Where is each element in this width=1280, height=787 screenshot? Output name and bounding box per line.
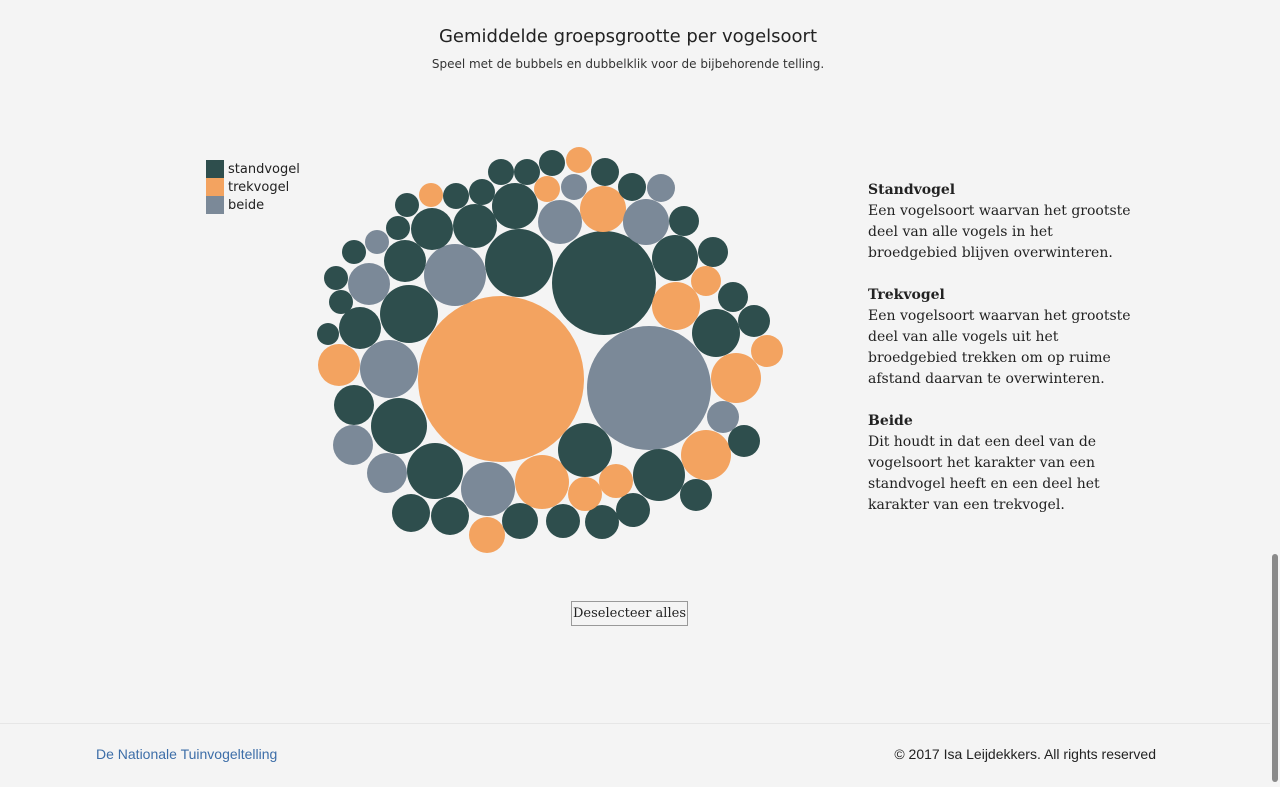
bubble-standvogel[interactable]: [384, 240, 426, 282]
legend-label: trekvogel: [228, 179, 290, 195]
bubble-standvogel[interactable]: [514, 159, 540, 185]
legend-item-standvogel: standvogel: [206, 160, 300, 178]
bubble-standvogel[interactable]: [317, 323, 339, 345]
legend-swatch-trekvogel: [206, 178, 224, 196]
bubble-trekvogel[interactable]: [566, 147, 592, 173]
bubble-standvogel[interactable]: [558, 423, 612, 477]
bubble-standvogel[interactable]: [485, 229, 553, 297]
legend-swatch-beide: [206, 196, 224, 214]
footer-link-tuinvogeltelling[interactable]: De Nationale Tuinvogeltelling: [96, 746, 278, 762]
scrollbar[interactable]: [1270, 0, 1280, 787]
bubble-standvogel[interactable]: [591, 158, 619, 186]
bubble-beide[interactable]: [424, 244, 486, 306]
footer-divider: [0, 723, 1270, 724]
bubble-trekvogel[interactable]: [652, 282, 700, 330]
info-heading: Standvogel: [868, 182, 956, 198]
bubble-trekvogel[interactable]: [691, 266, 721, 296]
bubble-trekvogel[interactable]: [534, 176, 560, 202]
bubble-standvogel[interactable]: [692, 309, 740, 357]
legend: standvogel trekvogel beide: [206, 160, 300, 214]
footer-copyright: © 2017 Isa Leijdekkers. All rights reser…: [894, 746, 1156, 762]
bubble-beide[interactable]: [707, 401, 739, 433]
scrollbar-thumb[interactable]: [1272, 554, 1278, 782]
bubble-beide[interactable]: [561, 174, 587, 200]
bubble-beide[interactable]: [348, 263, 390, 305]
bubble-beide[interactable]: [333, 425, 373, 465]
info-panel: Standvogel Een vogelsoort waarvan het gr…: [868, 180, 1138, 537]
info-block-trekvogel: Trekvogel Een vogelsoort waarvan het gro…: [868, 285, 1138, 390]
bubble-standvogel[interactable]: [411, 208, 453, 250]
bubble-standvogel[interactable]: [392, 494, 430, 532]
bubble-standvogel[interactable]: [371, 398, 427, 454]
legend-label: beide: [228, 197, 265, 213]
bubble-trekvogel[interactable]: [580, 186, 626, 232]
bubble-standvogel[interactable]: [380, 285, 438, 343]
bubble-trekvogel[interactable]: [318, 344, 360, 386]
deselect-all-button[interactable]: Deselecteer alles: [571, 601, 688, 626]
bubble-standvogel[interactable]: [728, 425, 760, 457]
bubble-standvogel[interactable]: [329, 290, 353, 314]
bubble-standvogel[interactable]: [407, 443, 463, 499]
bubble-standvogel[interactable]: [618, 173, 646, 201]
bubble-standvogel[interactable]: [339, 307, 381, 349]
bubble-standvogel[interactable]: [738, 305, 770, 337]
bubble-standvogel[interactable]: [616, 493, 650, 527]
bubble-trekvogel[interactable]: [418, 296, 584, 462]
bubble-beide[interactable]: [367, 453, 407, 493]
legend-item-beide: beide: [206, 196, 300, 214]
info-text: Dit houdt in dat een deel van de vogelso…: [868, 434, 1100, 513]
info-block-beide: Beide Dit houdt in dat een deel van de v…: [868, 411, 1138, 516]
bubble-standvogel[interactable]: [488, 159, 514, 185]
bubble-standvogel[interactable]: [443, 183, 469, 209]
info-block-standvogel: Standvogel Een vogelsoort waarvan het gr…: [868, 180, 1138, 264]
bubble-beide[interactable]: [538, 200, 582, 244]
legend-swatch-standvogel: [206, 160, 224, 178]
bubble-beide[interactable]: [360, 340, 418, 398]
info-text: Een vogelsoort waarvan het grootste deel…: [868, 203, 1131, 261]
bubble-trekvogel[interactable]: [599, 464, 633, 498]
info-heading: Trekvogel: [868, 287, 945, 303]
bubble-standvogel[interactable]: [680, 479, 712, 511]
bubble-standvogel[interactable]: [334, 385, 374, 425]
bubble-beide[interactable]: [461, 462, 515, 516]
bubble-standvogel[interactable]: [395, 193, 419, 217]
bubble-standvogel[interactable]: [492, 183, 538, 229]
bubble-standvogel[interactable]: [585, 505, 619, 539]
bubble-trekvogel[interactable]: [419, 183, 443, 207]
bubble-trekvogel[interactable]: [515, 455, 569, 509]
legend-label: standvogel: [228, 161, 300, 177]
bubble-beide[interactable]: [647, 174, 675, 202]
bubble-standvogel[interactable]: [469, 179, 495, 205]
bubble-standvogel[interactable]: [431, 497, 469, 535]
bubble-standvogel[interactable]: [633, 449, 685, 501]
bubble-beide[interactable]: [587, 326, 711, 450]
bubble-trekvogel[interactable]: [751, 335, 783, 367]
legend-item-trekvogel: trekvogel: [206, 178, 300, 196]
bubble-beide[interactable]: [365, 230, 389, 254]
bubble-standvogel[interactable]: [386, 216, 410, 240]
bubble-standvogel[interactable]: [324, 266, 348, 290]
page-subtitle: Speel met de bubbels en dubbelklik voor …: [431, 57, 825, 71]
bubble-trekvogel[interactable]: [711, 353, 761, 403]
bubble-trekvogel[interactable]: [681, 430, 731, 480]
bubble-standvogel[interactable]: [342, 240, 366, 264]
bubble-standvogel[interactable]: [453, 204, 497, 248]
bubble-standvogel[interactable]: [539, 150, 565, 176]
bubble-standvogel[interactable]: [502, 503, 538, 539]
bubble-trekvogel[interactable]: [568, 477, 602, 511]
bubble-standvogel[interactable]: [718, 282, 748, 312]
bubble-standvogel[interactable]: [652, 235, 698, 281]
bubble-beide[interactable]: [623, 199, 669, 245]
bubble-standvogel[interactable]: [552, 231, 656, 335]
bubble-standvogel[interactable]: [669, 206, 699, 236]
page-title: Gemiddelde groepsgrootte per vogelsoort: [438, 26, 818, 47]
info-text: Een vogelsoort waarvan het grootste deel…: [868, 308, 1131, 387]
info-heading: Beide: [868, 413, 913, 429]
bubble-standvogel[interactable]: [546, 504, 580, 538]
bubble-trekvogel[interactable]: [469, 517, 505, 553]
bubble-chart[interactable]: [0, 0, 1270, 700]
bubble-standvogel[interactable]: [698, 237, 728, 267]
